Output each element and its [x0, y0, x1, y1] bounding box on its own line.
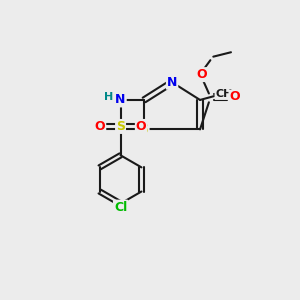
- Text: O: O: [230, 91, 240, 103]
- Text: N: N: [116, 93, 126, 106]
- Text: O: O: [94, 120, 105, 133]
- Text: S: S: [116, 120, 125, 133]
- Text: O: O: [196, 68, 207, 81]
- Text: Cl: Cl: [114, 201, 127, 214]
- Text: O: O: [136, 120, 146, 133]
- Text: H: H: [104, 92, 113, 102]
- Text: N: N: [167, 76, 177, 89]
- Text: CH₃: CH₃: [215, 89, 238, 99]
- Text: S: S: [140, 123, 148, 136]
